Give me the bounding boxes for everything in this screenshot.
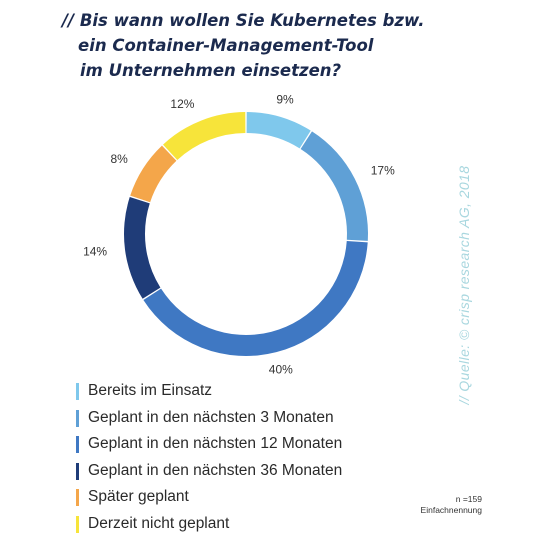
segment-label-1: 9% <box>276 93 294 107</box>
legend-label: Derzeit nicht geplant <box>88 514 230 532</box>
legend-swatch <box>76 383 79 400</box>
segment-label-5: 8% <box>110 152 128 166</box>
donut-segment-6 <box>163 112 246 160</box>
legend-swatch <box>76 515 79 533</box>
legend-swatch <box>76 462 79 480</box>
sample-size: n =159 <box>455 494 482 504</box>
legend-swatch <box>76 436 79 453</box>
answer-type: Einfachnennung <box>420 505 482 515</box>
legend-label: Bereits im Einsatz <box>88 382 213 399</box>
segment-label-6: 12% <box>170 97 194 111</box>
legend-swatch <box>76 409 79 427</box>
title-prefix: // <box>62 11 75 30</box>
legend-swatch <box>76 489 79 506</box>
legend-item-4: Geplant in den nächsten 36 Monaten <box>76 458 342 485</box>
segment-label-4: 14% <box>83 245 107 259</box>
donut-segment-1 <box>246 112 311 149</box>
legend-item-5: Später geplant <box>76 484 342 511</box>
segment-label-2: 17% <box>371 163 395 177</box>
chart-title: // Bis wann wollen Sie Kubernetes bzw. e… <box>62 8 482 83</box>
source-text: // Quelle: © crisp research AG, 2018 <box>456 165 472 405</box>
legend-item-3: Geplant in den nächsten 12 Monaten <box>76 431 342 458</box>
donut-segment-3 <box>143 240 368 357</box>
legend-label: Später geplant <box>88 488 189 505</box>
legend-item-1: Bereits im Einsatz <box>76 378 342 405</box>
source-credit: // Quelle: © crisp research AG, 2018 <box>452 150 476 420</box>
segment-label-3: 40% <box>269 363 293 377</box>
donut-segment-2 <box>300 131 368 241</box>
sample-note: n =159 Einfachnennung <box>392 494 482 516</box>
legend-item-2: Geplant in den nächsten 3 Monaten <box>76 405 342 432</box>
donut-segment-5 <box>130 145 177 203</box>
title-line-1: Bis wann wollen Sie Kubernetes bzw. <box>79 11 425 30</box>
donut-segment-4 <box>124 196 161 299</box>
title-line-3: im Unternehmen einsetzen? <box>80 61 342 80</box>
chart-legend: Bereits im Einsatz Geplant in den nächste… <box>76 378 342 537</box>
legend-label: Geplant in den nächsten 36 Monaten <box>88 461 343 479</box>
title-line-2: ein Container-Management-Tool <box>78 36 374 55</box>
legend-label: Geplant in den nächsten 12 Monaten <box>88 435 343 452</box>
legend-label: Geplant in den nächsten 3 Monaten <box>88 408 334 426</box>
legend-item-6: Derzeit nicht geplant <box>76 511 342 538</box>
